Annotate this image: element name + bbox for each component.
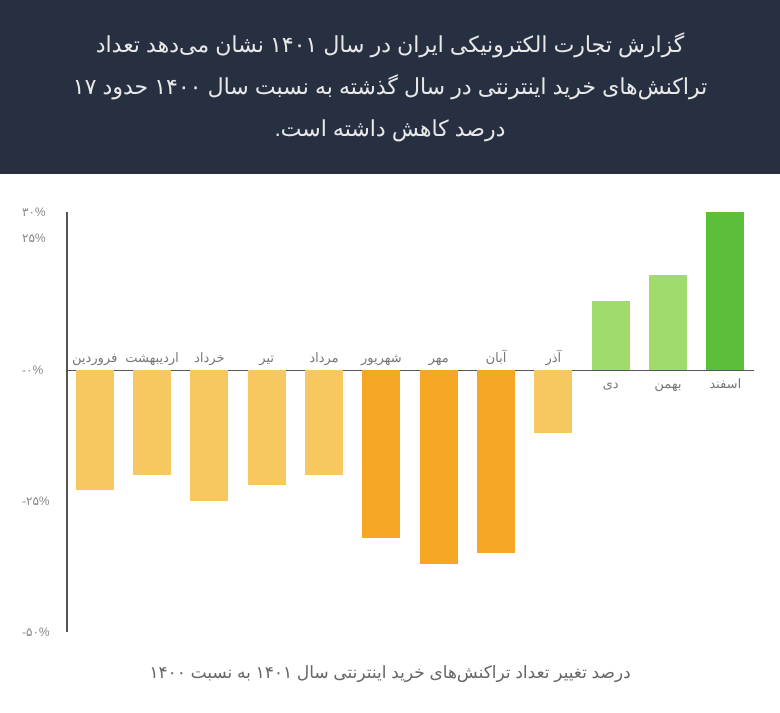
y-tick-label: -۲۵% [22,494,62,508]
bar-category-label: اردیبهشت [123,350,180,366]
bar-slot: آذر [525,212,582,632]
bar-slot: اردیبهشت [123,212,180,632]
y-tick-label: -۰% [22,363,62,377]
bar-category-label: اسفند [697,376,754,392]
bar-category-label: بهمن [639,376,696,392]
bar-chart: ۳۰% ۲۵% -۰% -۲۵% -۵۰% فروردیناردیبهشتخردادتیر… [18,202,762,701]
bar-slot: تیر [238,212,295,632]
bar [76,370,114,491]
bar-slot: مرداد [295,212,352,632]
bar [592,301,630,369]
bars-group: فروردیناردیبهشتخردادتیرمردادشهریورمهرآبا… [66,212,754,632]
bar [420,370,458,564]
bar-category-label: فروردین [66,350,123,366]
chart-caption: درصد تغییر تعداد تراکنش‌های خرید اینترنت… [18,663,762,683]
bar-category-label: دی [582,376,639,392]
header-banner: گزارش تجارت الکترونیکی ایران در سال ۱۴۰۱… [0,0,780,174]
bar-slot: دی [582,212,639,632]
bar-category-label: آذر [525,350,582,366]
bar-slot: شهریور [353,212,410,632]
y-tick-label: ۲۵% [22,231,62,245]
bar [362,370,400,538]
bar-category-label: خرداد [181,350,238,366]
bar-slot: خرداد [181,212,238,632]
bar-category-label: مرداد [295,350,352,366]
bar [534,370,572,433]
bar [133,370,171,475]
bar-category-label: شهریور [353,350,410,366]
header-text: گزارش تجارت الکترونیکی ایران در سال ۱۴۰۱… [50,24,730,149]
bar-slot: فروردین [66,212,123,632]
bar-category-label: آبان [467,350,524,366]
bar [190,370,228,501]
bar-slot: آبان [467,212,524,632]
bar [477,370,515,554]
bar [649,275,687,370]
y-tick-label: ۳۰% [22,205,62,219]
bar [305,370,343,475]
bar-category-label: مهر [410,350,467,366]
bar-slot: اسفند [697,212,754,632]
bar [706,212,744,370]
bar-slot: بهمن [639,212,696,632]
bar [248,370,286,486]
bar-category-label: تیر [238,350,295,366]
y-tick-label: -۵۰% [22,625,62,639]
bar-slot: مهر [410,212,467,632]
chart-container: ۳۰% ۲۵% -۰% -۲۵% -۵۰% فروردیناردیبهشتخردادتیر… [0,174,780,713]
